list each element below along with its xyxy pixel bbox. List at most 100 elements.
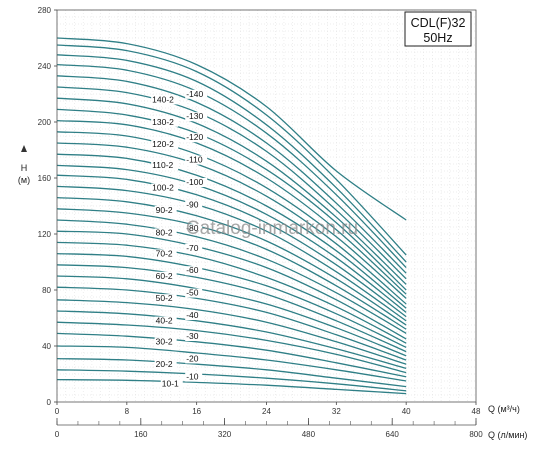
y-tick-label: 40 <box>42 342 51 351</box>
curve-label: -110 <box>186 155 203 165</box>
curve-label: -10 <box>186 372 199 382</box>
performance-curve <box>56 185 407 322</box>
curve-label-background <box>151 183 179 193</box>
curve-label-background <box>185 354 203 364</box>
performance-curve <box>56 321 407 374</box>
curve-label: -20 <box>186 353 199 363</box>
curve-label-background <box>185 372 203 382</box>
curve-label-background <box>151 140 179 150</box>
performance-curve <box>56 63 407 269</box>
performance-curve <box>56 75 407 274</box>
curve-label-background <box>151 117 179 127</box>
y-tick-label: 240 <box>38 62 52 71</box>
x-tick-label: 48 <box>472 407 481 416</box>
curve-label: 90-2 <box>156 205 173 215</box>
performance-curve <box>56 196 407 326</box>
curve-label-background <box>151 161 179 171</box>
x-axis-label: Q (м³/ч) <box>488 404 520 414</box>
curve-label-background <box>185 89 208 99</box>
curve-label-background <box>154 294 177 304</box>
x-tick-label: 8 <box>125 407 130 416</box>
curve-label-background <box>151 95 179 105</box>
curve-label-background <box>185 178 208 187</box>
watermark-text: Catalog-inmarkon.ru <box>186 218 358 239</box>
performance-curve <box>56 252 407 348</box>
curve-label: 130-2 <box>152 117 174 127</box>
curve-label: 100-2 <box>152 183 174 193</box>
chart-title: CDL(F)32 <box>411 16 466 30</box>
x-tick-label: 24 <box>262 407 271 416</box>
curve-label: -80 <box>186 223 199 233</box>
curve-label: -70 <box>186 243 199 253</box>
curve-label-background <box>185 155 208 165</box>
curve-label: 110-2 <box>152 160 173 170</box>
y-tick-label: 80 <box>42 286 51 295</box>
curve-label: -120 <box>186 132 203 142</box>
y-axis-unit: (м) <box>18 175 30 185</box>
curve-label: -50 <box>186 288 199 298</box>
x-tick-label: 32 <box>332 407 341 416</box>
curve-label-background <box>154 316 177 326</box>
secondary-x-tick-label: 160 <box>134 430 148 439</box>
y-tick-label: 0 <box>47 398 52 407</box>
performance-curve <box>56 164 407 313</box>
secondary-x-tick-label: 480 <box>302 430 316 439</box>
curve-label: -100 <box>186 177 203 187</box>
performance-curve <box>56 275 407 357</box>
curve-label-background <box>154 360 177 369</box>
curve-label: 80-2 <box>156 227 173 237</box>
performance-curve <box>56 54 407 263</box>
performance-curve <box>56 119 407 295</box>
y-tick-label: 200 <box>38 118 52 127</box>
curve-label-background <box>154 249 177 259</box>
y-tick-label: 120 <box>38 230 52 239</box>
performance-curve <box>56 131 407 299</box>
performance-curve <box>56 264 407 353</box>
curve-label: -30 <box>186 331 199 341</box>
y-axis-arrow <box>21 145 27 152</box>
performance-curve <box>56 286 407 361</box>
curve-label-background <box>185 243 203 253</box>
secondary-x-tick-label: 320 <box>218 430 232 439</box>
curve-label-background <box>185 311 203 320</box>
curve-label: -90 <box>186 199 199 209</box>
y-axis-label: H <box>21 163 28 173</box>
curve-label: -60 <box>186 265 199 275</box>
curve-label: 140-2 <box>152 94 174 104</box>
x-tick-label: 0 <box>55 407 60 416</box>
performance-curve <box>56 108 407 291</box>
performance-curve <box>56 345 407 382</box>
secondary-x-tick-label: 800 <box>469 430 483 439</box>
curve-label-background <box>185 288 203 298</box>
curve-label-background <box>185 332 203 341</box>
performance-curve <box>56 357 407 388</box>
curve-label: 70-2 <box>156 248 173 258</box>
curve-label-background <box>154 228 177 238</box>
curve-label: 40-2 <box>156 316 173 326</box>
curve-label-background <box>154 337 177 347</box>
x-axis-label-secondary: Q (л/мин) <box>488 430 527 440</box>
performance-curve <box>56 44 407 256</box>
performance-curve <box>56 332 407 378</box>
performance-curve <box>56 142 407 305</box>
curve-label: -140 <box>186 89 203 99</box>
y-tick-label: 280 <box>38 6 52 15</box>
curve-label-background <box>154 206 177 215</box>
curve-label: -40 <box>186 310 199 320</box>
performance-curve <box>56 174 407 318</box>
performance-curve <box>56 299 407 365</box>
curve-label-background <box>185 224 203 234</box>
performance-curve <box>56 241 407 344</box>
curve-labels: 10-1 -10 20-2 -20 30-2 -30 40-2 -40 50-2 -50 60-2 -… <box>151 89 208 389</box>
curve-label: 10-1 <box>162 379 179 389</box>
performance-curve <box>56 219 407 334</box>
performance-curve <box>56 153 407 309</box>
performance-curve <box>56 378 407 395</box>
curve-label: 50-2 <box>156 293 173 303</box>
performance-curve <box>56 230 407 340</box>
chart-subtitle: 50Hz <box>423 31 452 45</box>
curve-label: 20-2 <box>156 359 173 369</box>
performance-curve <box>56 97 407 285</box>
